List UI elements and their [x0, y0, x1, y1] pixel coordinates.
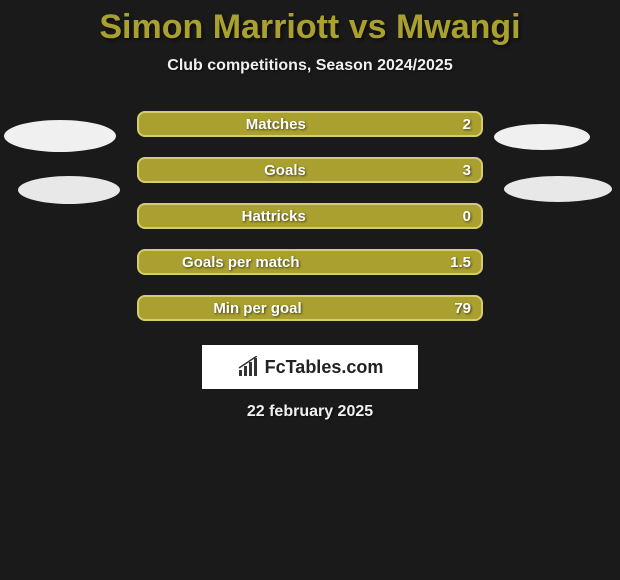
page-title: Simon Marriott vs Mwangi	[0, 8, 620, 47]
stat-label: Hattricks	[242, 208, 306, 225]
decor-ellipse	[4, 120, 116, 152]
stat-value: 2	[463, 116, 471, 133]
date-text: 22 february 2025	[0, 403, 620, 421]
logo-text: FcTables.com	[265, 357, 384, 378]
logo-box: FcTables.com	[202, 345, 418, 389]
stat-row: Hattricks 0	[137, 203, 483, 229]
stat-row: Matches 2	[137, 111, 483, 137]
stat-label: Min per goal	[213, 300, 301, 317]
stat-value: 79	[454, 300, 471, 317]
stat-row: Min per goal 79	[137, 295, 483, 321]
stat-row: Goals 3	[137, 157, 483, 183]
stat-label: Goals	[264, 162, 306, 179]
stat-value: 1.5	[450, 254, 471, 271]
stat-row: Goals per match 1.5	[137, 249, 483, 275]
stat-label: Matches	[246, 116, 306, 133]
stat-value: 3	[463, 162, 471, 179]
subtitle: Club competitions, Season 2024/2025	[0, 57, 620, 75]
chart-icon	[237, 356, 261, 378]
stat-value: 0	[463, 208, 471, 225]
decor-ellipse	[504, 176, 612, 202]
stat-label: Goals per match	[182, 254, 300, 271]
decor-ellipse	[494, 124, 590, 150]
decor-ellipse	[18, 176, 120, 204]
